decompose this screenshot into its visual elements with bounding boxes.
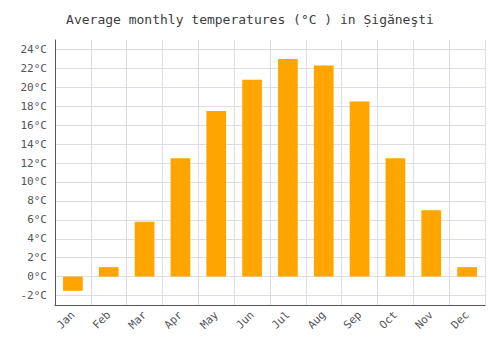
svg-text:Sep: Sep (341, 308, 364, 331)
svg-text:Dec: Dec (448, 308, 471, 331)
svg-text:10°C: 10°C (21, 175, 48, 188)
svg-text:Oct: Oct (377, 308, 400, 331)
svg-text:20°C: 20°C (21, 81, 48, 94)
svg-text:12°C: 12°C (21, 157, 48, 170)
svg-text:Aug: Aug (305, 308, 328, 331)
svg-text:Jan: Jan (54, 308, 77, 331)
svg-text:4°C: 4°C (27, 232, 47, 245)
svg-text:0°C: 0°C (27, 270, 47, 283)
svg-text:-2°C: -2°C (21, 289, 48, 302)
svg-text:14°C: 14°C (21, 138, 48, 151)
svg-text:8°C: 8°C (27, 194, 47, 207)
svg-text:Jun: Jun (233, 308, 256, 331)
svg-text:6°C: 6°C (27, 213, 47, 226)
svg-text:Average monthly temperatures (: Average monthly temperatures (°C ) in Ṣi… (66, 12, 434, 27)
svg-text:22°C: 22°C (21, 62, 48, 75)
svg-text:18°C: 18°C (21, 100, 48, 113)
svg-text:Apr: Apr (162, 308, 185, 331)
svg-text:16°C: 16°C (21, 119, 48, 132)
svg-text:Jul: Jul (269, 308, 292, 331)
svg-text:24°C: 24°C (21, 43, 48, 56)
svg-text:Mar: Mar (126, 308, 149, 331)
svg-text:Feb: Feb (90, 308, 113, 331)
svg-text:May: May (198, 308, 221, 331)
svg-text:2°C: 2°C (27, 251, 47, 264)
svg-text:Nov: Nov (413, 308, 436, 331)
